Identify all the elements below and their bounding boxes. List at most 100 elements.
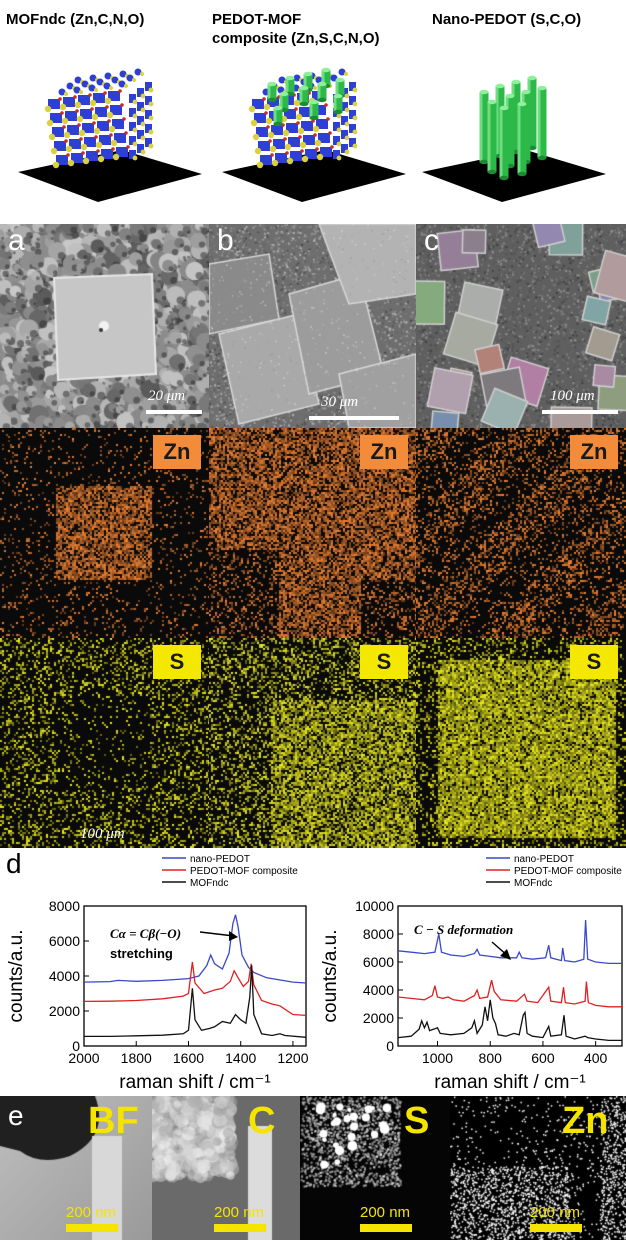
tem-label-c: C xyxy=(248,1100,276,1142)
mof-label: MOFndc (Zn,C,N,O) xyxy=(6,10,144,29)
lattice-linker xyxy=(109,133,113,137)
pedot-rod-body xyxy=(285,78,295,94)
lattice-frame xyxy=(260,155,272,165)
lattice-node xyxy=(78,129,86,137)
mof-lattice xyxy=(44,68,154,169)
y-tick-label: 4000 xyxy=(363,982,394,998)
lattice-frame xyxy=(273,139,285,149)
lattice-frame xyxy=(314,105,326,115)
lattice-node xyxy=(299,141,307,149)
lattice-frame xyxy=(258,141,270,151)
series-line-2 xyxy=(398,999,622,1042)
pedot-rod-body xyxy=(487,102,497,172)
lattice-frame xyxy=(63,97,75,107)
pedot-rod-highlight xyxy=(303,74,307,90)
x-tick-label: 1800 xyxy=(121,1050,152,1066)
pedot-rod-top xyxy=(499,105,509,111)
lattice-node xyxy=(284,143,292,151)
lattice-top xyxy=(73,86,81,94)
s-map-b: S xyxy=(209,638,416,848)
tem-panel-zn: Zn 200 nm xyxy=(450,1096,626,1240)
lattice-frame xyxy=(108,91,120,101)
lattice-frame xyxy=(84,137,96,147)
lattice-frame xyxy=(65,111,77,121)
zn-badge-b: Zn xyxy=(360,435,408,469)
lattice-frame xyxy=(56,155,68,165)
lattice-linker xyxy=(64,139,68,143)
panel-letter-c: c xyxy=(424,224,439,257)
lattice-side xyxy=(129,108,136,117)
s-map-c: S xyxy=(416,638,626,848)
legend-entry: PEDOT-MOF composite xyxy=(514,866,622,877)
lattice-side xyxy=(145,110,152,119)
lattice-linker xyxy=(66,153,70,157)
lattice-top xyxy=(89,74,97,82)
lattice-side xyxy=(333,136,340,145)
pedot-rod-bottom xyxy=(267,97,277,103)
legend-entry: nano-PEDOT xyxy=(514,854,574,865)
lattice-side-node xyxy=(140,121,146,127)
lattice-linker xyxy=(328,131,332,135)
lattice-linker xyxy=(88,93,92,97)
pedot-rod-body xyxy=(505,96,515,166)
lattice-node xyxy=(110,139,118,147)
lattice-linker xyxy=(75,109,79,113)
pedot-rod-top xyxy=(511,79,521,85)
composite-schematic xyxy=(222,67,406,202)
lattice-side xyxy=(129,122,136,131)
lattice-frame xyxy=(271,125,283,135)
lattice-node xyxy=(282,129,290,137)
pedot-rod-bottom xyxy=(517,171,527,177)
lattice-top xyxy=(338,68,346,76)
lattice-node xyxy=(263,103,271,111)
s-badge-c: S xyxy=(570,645,618,679)
pedot-rod-body xyxy=(317,84,327,100)
lattice-side-node xyxy=(140,149,146,155)
scale-bar-b xyxy=(309,416,399,420)
lattice-linker xyxy=(122,117,126,121)
lattice-side xyxy=(137,102,144,111)
tem-image-bf xyxy=(0,1096,152,1240)
lattice-side xyxy=(129,94,136,103)
pedot-rod-body xyxy=(499,108,509,178)
lattice-side xyxy=(137,130,144,139)
lattice-frame xyxy=(69,139,81,149)
s-badge-a: S xyxy=(153,645,201,679)
scale-bar-a xyxy=(146,410,202,414)
legend-entry: MOFndc xyxy=(190,878,228,889)
lattice-top xyxy=(293,74,301,82)
lattice-top xyxy=(278,76,286,84)
lattice-side xyxy=(349,124,356,133)
lattice-top xyxy=(58,88,66,96)
raman-plot-right: 0 2000 4000 6000 8000 10000 1000 800 600 400 raman… xyxy=(320,854,623,1092)
lattice-side-node xyxy=(336,141,342,147)
lattice-side xyxy=(333,122,340,131)
lattice-frame xyxy=(116,147,128,157)
lattice-node xyxy=(267,131,275,139)
pedot-rods xyxy=(267,67,345,127)
nano-pedot-label-text: Nano-PEDOT (S,C,O) xyxy=(432,11,582,28)
pedot-rod-top xyxy=(521,89,531,95)
zn-badge-c: Zn xyxy=(570,435,618,469)
lattice-frame xyxy=(275,153,287,163)
series-line-2 xyxy=(84,965,306,1038)
x-tick-label: 1000 xyxy=(422,1050,453,1066)
lattice-linker xyxy=(285,151,289,155)
tem-image-zn xyxy=(450,1096,626,1240)
lattice-side xyxy=(349,96,356,105)
lattice-side-node xyxy=(336,155,342,161)
pedot-rod-top xyxy=(479,89,489,95)
composite-label: PEDOT-MOF composite (Zn,S,C,N,O) xyxy=(212,10,380,48)
lattice-linker xyxy=(79,137,83,141)
x-tick-label: 600 xyxy=(531,1050,555,1066)
lattice-frame xyxy=(303,135,315,145)
pedot-rod-highlight xyxy=(273,108,277,124)
pedot-rod-highlight xyxy=(495,86,499,156)
lattice-node xyxy=(82,157,90,165)
lattice-frame xyxy=(305,149,317,159)
lattice-top-node xyxy=(140,72,144,76)
lattice-node xyxy=(312,125,320,133)
lattice-frame xyxy=(320,147,332,157)
pedot-rod-bottom xyxy=(537,155,547,161)
